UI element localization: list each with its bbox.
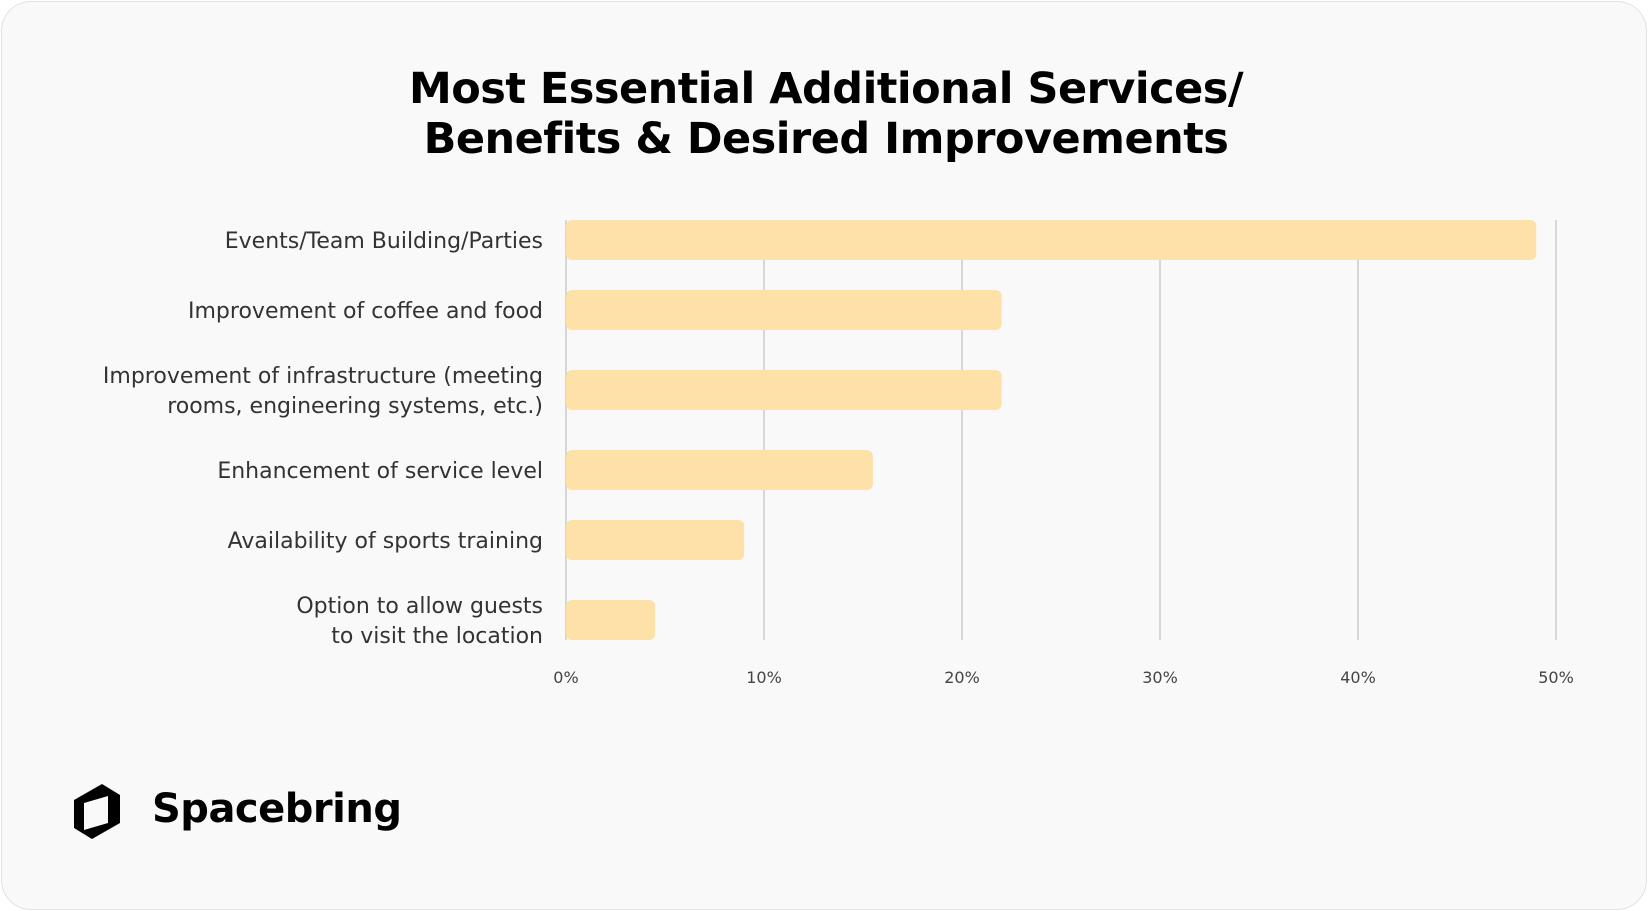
bar bbox=[566, 520, 745, 560]
bar bbox=[566, 600, 656, 640]
x-tick-label: 0% bbox=[553, 668, 578, 687]
category-label: to visit the location bbox=[331, 624, 543, 649]
x-tick-label: 40% bbox=[1340, 668, 1376, 687]
category-label: Availability of sports training bbox=[228, 529, 543, 554]
x-tick-label: 50% bbox=[1538, 668, 1574, 687]
category-label: Improvement of infrastructure (meeting bbox=[103, 364, 543, 389]
brand-name: Spacebring bbox=[152, 786, 402, 832]
bar bbox=[566, 370, 1002, 410]
chart-title: Most Essential Additional Services/ Bene… bbox=[2, 64, 1648, 164]
bar bbox=[566, 450, 873, 490]
category-label: Improvement of coffee and food bbox=[188, 299, 543, 324]
x-tick-label: 30% bbox=[1142, 668, 1178, 687]
x-tick-label: 10% bbox=[746, 668, 782, 687]
category-label: Events/Team Building/Parties bbox=[225, 229, 543, 254]
bar bbox=[566, 220, 1537, 260]
category-label: rooms, engineering systems, etc.) bbox=[167, 394, 543, 419]
title-line-2: Benefits & Desired Improvements bbox=[423, 114, 1229, 164]
x-tick-label: 20% bbox=[944, 668, 980, 687]
title-line-1: Most Essential Additional Services/ bbox=[408, 64, 1244, 114]
category-label: Option to allow guests bbox=[296, 594, 543, 619]
bar bbox=[566, 290, 1002, 330]
category-label: Enhancement of service level bbox=[217, 459, 543, 484]
